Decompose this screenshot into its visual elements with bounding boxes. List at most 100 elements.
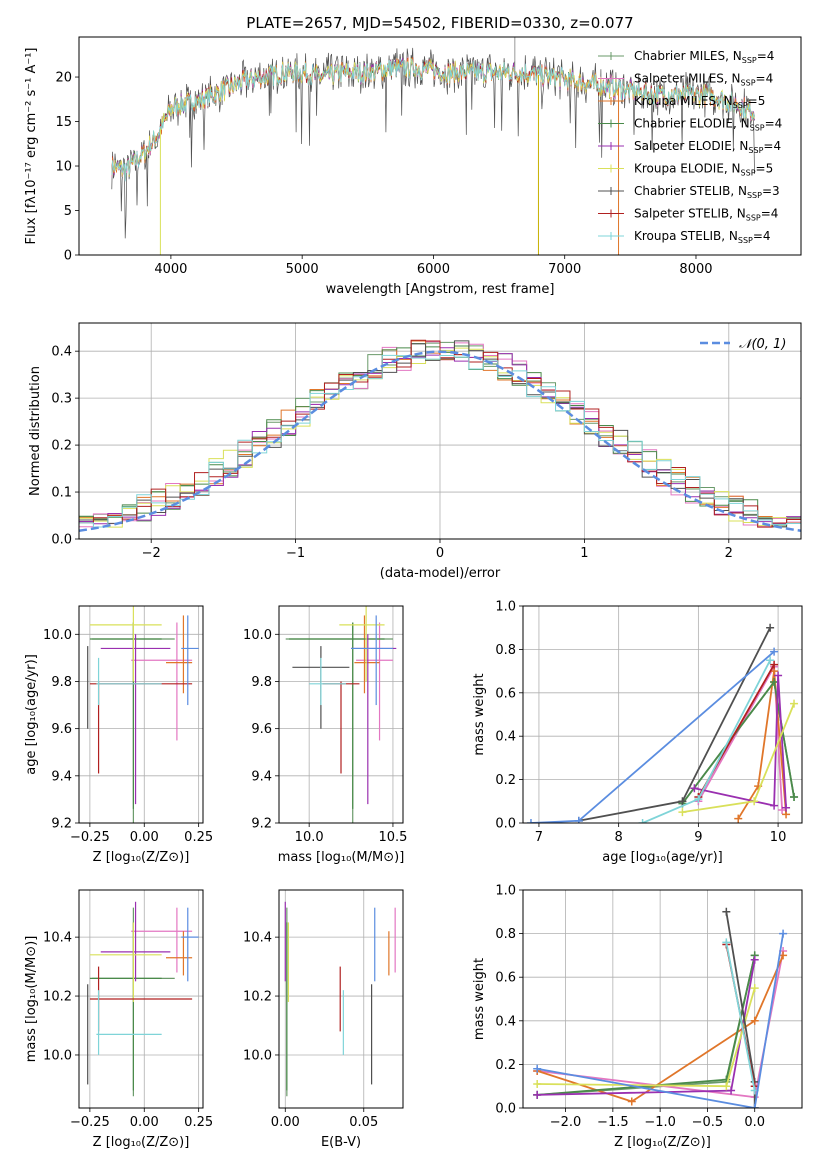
y-tick-label: 0.4 xyxy=(51,345,72,360)
y-tick-label: 9.4 xyxy=(251,769,272,784)
x-tick-label: −0.25 xyxy=(70,1115,110,1130)
x-tick-label: −2.0 xyxy=(550,1115,582,1130)
y-tick-label: 0.2 xyxy=(495,1058,516,1073)
weight-line xyxy=(537,933,784,1108)
weight-point xyxy=(734,814,743,823)
y-axis-label: mass weight xyxy=(472,673,487,755)
x-axis-label: age [log₁₀(age/yr)] xyxy=(602,850,723,865)
x-tick-label: 9 xyxy=(694,830,702,845)
y-tick-label: 10.2 xyxy=(43,990,72,1005)
x-tick-label: −0.5 xyxy=(692,1115,724,1130)
panel-spectrum: 4000 5000 6000 7000 8000 0 5 10 15 20 wavelength [… xyxy=(24,36,802,297)
weight-point xyxy=(638,819,647,823)
legend: Chabrier MILES, NSSP=4 Salpeter MILES, NS… xyxy=(598,49,782,245)
axes-frame xyxy=(522,889,803,1109)
weight-point xyxy=(678,797,687,806)
y-tick-label: 15 xyxy=(55,115,72,130)
y-tick-label: 10.0 xyxy=(243,1048,272,1063)
weight-point xyxy=(678,808,687,817)
weight-point xyxy=(722,1082,731,1091)
y-tick-label: 10.0 xyxy=(43,628,72,643)
panel-weight_vs_age: 7 8 9 10 0.0 0.2 0.4 0.6 0.8 1.0 age [log₁₀(age/yr… xyxy=(472,600,803,865)
y-tick-label: 0.8 xyxy=(495,927,516,942)
x-tick-label: 4000 xyxy=(154,262,187,277)
weight-line xyxy=(536,955,784,1103)
weight-point xyxy=(533,1080,542,1089)
y-tick-label: 0.6 xyxy=(495,971,516,986)
y-tick-label: 0.3 xyxy=(51,392,72,407)
plot-area xyxy=(79,339,801,533)
weight-point xyxy=(766,656,775,665)
x-tick-label: 6000 xyxy=(417,262,450,277)
weight-point xyxy=(694,795,703,804)
weight-point xyxy=(533,1090,542,1099)
x-tick-label: 0.25 xyxy=(184,830,213,845)
axes-frame xyxy=(78,889,204,1109)
y-tick-label: 9.2 xyxy=(51,817,72,832)
y-tick-label: 0 xyxy=(64,249,72,264)
y-axis-label: age [log₁₀(age/yr)] xyxy=(24,654,39,775)
weight-point xyxy=(526,819,535,823)
panel-age_vs_Z: −0.25 0.00 0.25 9.2 9.4 9.6 9.8 10.0 Z [log₁₀(Z/… xyxy=(24,605,213,865)
x-tick-label: 0 xyxy=(436,546,444,561)
legend-label: Chabrier MILES, NSSP=4 xyxy=(634,49,774,65)
x-tick-label: 0.00 xyxy=(130,1115,159,1130)
x-tick-label: 7 xyxy=(535,830,543,845)
x-axis-label: Z [log₁₀(Z/Z⊙)] xyxy=(93,850,190,865)
y-axis-label: mass weight xyxy=(472,958,487,1040)
y-axis-label: Normed distribution xyxy=(28,366,43,496)
x-tick-label: −1 xyxy=(286,546,305,561)
weight-point xyxy=(766,623,775,632)
legend-label: 𝒩(0, 1) xyxy=(739,337,786,352)
y-tick-label: 0.4 xyxy=(495,1014,516,1029)
weight-point xyxy=(770,647,779,656)
y-tick-label: 0.1 xyxy=(51,486,72,501)
plot-area xyxy=(111,37,755,255)
y-tick-label: 10.0 xyxy=(243,628,272,643)
weight-line xyxy=(725,911,756,1108)
weight-point xyxy=(750,797,759,806)
weight-point xyxy=(790,699,799,708)
weight-line xyxy=(537,987,756,1088)
weight-point xyxy=(770,801,779,810)
weight-point xyxy=(770,660,779,669)
weight-point xyxy=(727,1086,736,1095)
panel-weight_vs_Z: −2.0 −1.5 −1.0 −0.5 0.0 0.0 0.2 0.4 0.6 0.8 1.0 Z [… xyxy=(472,884,803,1150)
histogram-step xyxy=(79,354,801,528)
y-tick-label: 1.0 xyxy=(495,884,516,899)
axes-frame xyxy=(278,889,404,1109)
weight-point xyxy=(533,1064,542,1073)
gaussian-curve xyxy=(79,350,801,533)
x-axis-label: E(B-V) xyxy=(321,1135,361,1150)
axes-frame xyxy=(78,605,204,824)
axes-frame xyxy=(78,36,802,256)
plot-area xyxy=(285,606,397,823)
weight-point xyxy=(750,955,759,964)
panel-residuals: −2 −1 0 1 2 0.0 0.1 0.2 0.3 0.4 (data-model)/error… xyxy=(28,322,802,581)
plot-area xyxy=(526,623,799,823)
y-tick-label: 0.4 xyxy=(495,730,516,745)
y-tick-label: 0.0 xyxy=(51,533,72,548)
axes-frame xyxy=(78,322,802,540)
legend-label: Salpeter STELIB, NSSP=4 xyxy=(634,207,778,223)
weight-point xyxy=(770,677,779,686)
x-axis-label: wavelength [Angstrom, rest frame] xyxy=(326,282,555,297)
y-tick-label: 0.2 xyxy=(51,439,72,454)
weight-point xyxy=(750,1104,759,1108)
x-tick-label: 5000 xyxy=(286,262,319,277)
legend-label: Kroupa MILES, NSSP=5 xyxy=(634,94,765,110)
y-axis-label: mass [log₁₀(M/M⊙)] xyxy=(24,936,39,1063)
y-tick-label: 10.0 xyxy=(43,1048,72,1063)
x-tick-label: 10.5 xyxy=(378,830,407,845)
weight-line xyxy=(725,942,756,1091)
y-tick-label: 9.6 xyxy=(51,722,72,737)
y-tick-label: 1.0 xyxy=(495,600,516,615)
y-tick-label: 0.6 xyxy=(495,686,516,701)
weight-point xyxy=(750,984,759,993)
x-tick-label: 8000 xyxy=(679,262,712,277)
x-tick-label: 0.25 xyxy=(184,1115,213,1130)
axes-frame xyxy=(522,605,803,824)
weight-point xyxy=(627,1097,636,1106)
plot-area xyxy=(533,907,788,1108)
weight-point xyxy=(774,671,783,680)
